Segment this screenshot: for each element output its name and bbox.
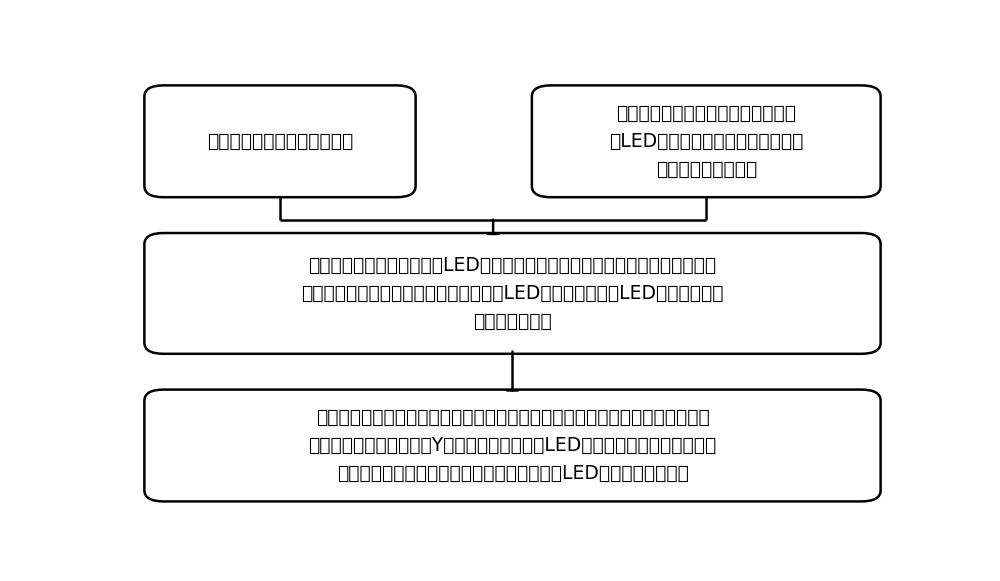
FancyBboxPatch shape xyxy=(144,390,881,501)
Text: 用于获取光谱辐射计测量得到的各光
色LED光源在其最大控制信号値处的
绝对三刺激値的模块: 用于获取光谱辐射计测量得到的各光 色LED光源在其最大控制信号値处的 绝对三刺激… xyxy=(609,104,803,179)
FancyBboxPatch shape xyxy=(532,85,881,197)
Text: 用于在目标色品下以超三色LED光源的最大发光亮度为目标函数建立线性规划模
型，对线性规划模型进行求解获得超三色LED光源中每种光色LED的归一化亮度
匹配系数的: 用于在目标色品下以超三色LED光源的最大发光亮度为目标函数建立线性规划模 型，对… xyxy=(301,256,724,331)
FancyBboxPatch shape xyxy=(144,233,881,354)
Text: 用于获取目标色品数据的模块: 用于获取目标色品数据的模块 xyxy=(207,132,353,151)
FancyBboxPatch shape xyxy=(144,85,416,197)
Text: 用于根据归一化亮度匹配系数计算最大亮度匹配系数，根据最大亮度匹配系数和
获取的绝对三刺激値中的Y刺激値，获得超三色LED光源匹配目标色品时的可达
到的最大亮度数: 用于根据归一化亮度匹配系数计算最大亮度匹配系数，根据最大亮度匹配系数和 获取的绝… xyxy=(308,408,717,483)
